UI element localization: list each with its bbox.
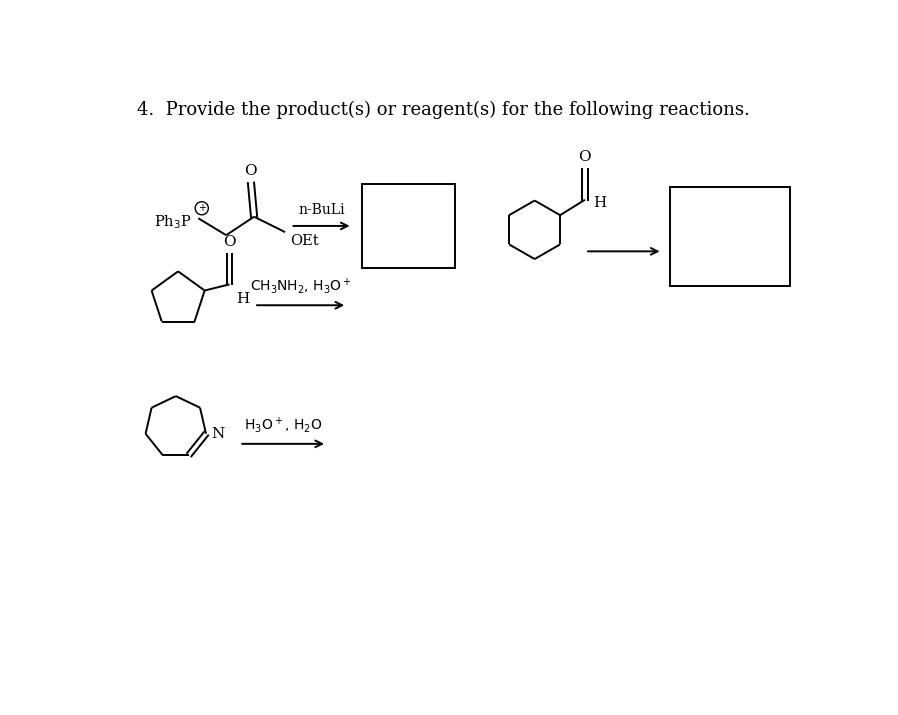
Text: Ph$_3$P: Ph$_3$P [154, 213, 192, 231]
Bar [670, 187, 790, 286]
Text: H: H [235, 292, 249, 306]
Text: O: O [244, 164, 257, 178]
Text: 4.  Provide the product(s) or reagent(s) for the following reactions.: 4. Provide the product(s) or reagent(s) … [137, 102, 750, 119]
Text: N: N [211, 427, 224, 440]
Text: +: + [198, 203, 206, 213]
Bar [362, 184, 454, 268]
Text: OEt: OEt [290, 235, 319, 248]
Text: O: O [223, 235, 236, 249]
Text: n-BuLi: n-BuLi [298, 202, 345, 217]
Text: CH$_3$NH$_2$, H$_3$O$^+$: CH$_3$NH$_2$, H$_3$O$^+$ [250, 276, 351, 296]
Text: H: H [593, 196, 606, 209]
Text: H$_3$O$^+$, H$_2$O: H$_3$O$^+$, H$_2$O [244, 415, 322, 435]
Text: O: O [578, 150, 591, 164]
